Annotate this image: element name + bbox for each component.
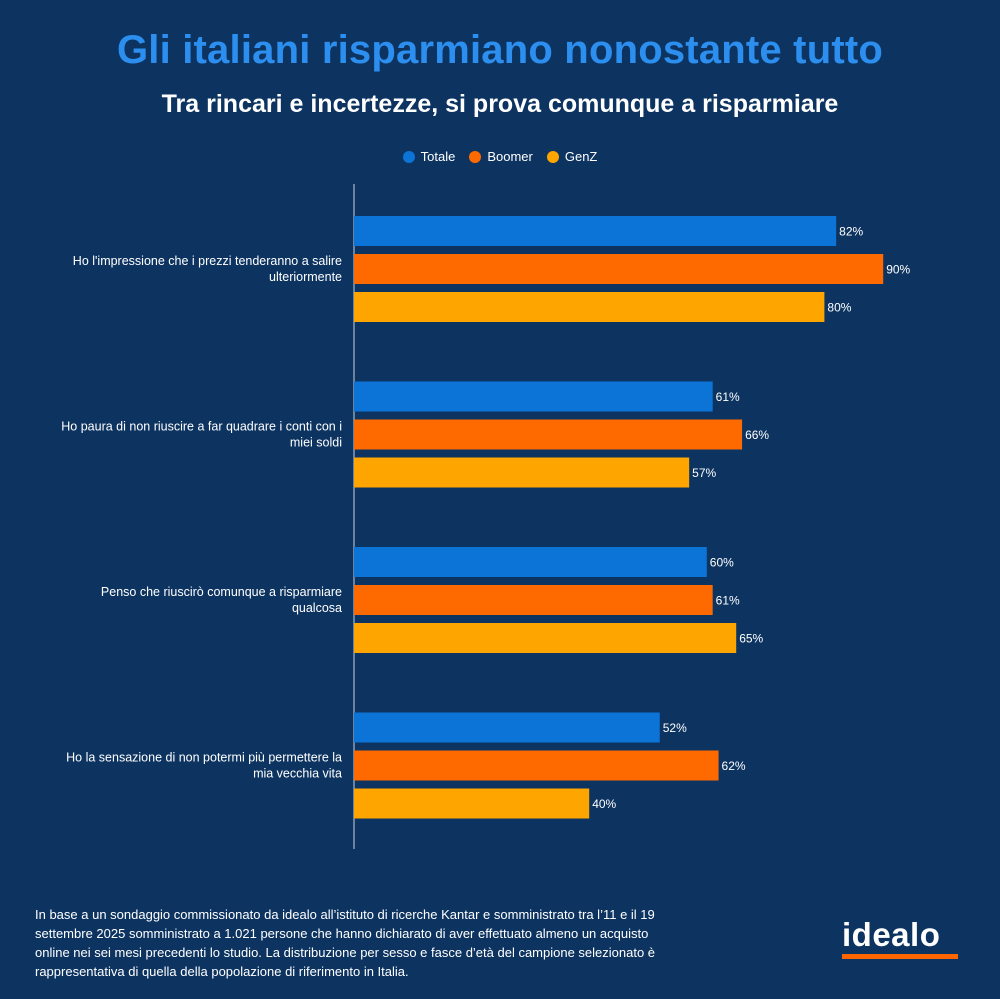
category-label-1-line-1: miei soldi <box>290 436 342 450</box>
data-label-genz-2: 65% <box>739 632 763 646</box>
category-label-1-line-0: Ho paura di non riuscire a far quadrare … <box>61 420 342 434</box>
category-label-3-line-0: Ho la sensazione di non potermi più perm… <box>66 751 342 765</box>
data-label-totale-1: 61% <box>716 390 740 404</box>
data-label-genz-0: 80% <box>827 301 851 315</box>
bar-totale-1 <box>354 381 713 412</box>
data-label-totale-3: 52% <box>663 721 687 735</box>
idealo-logo: idealo <box>842 918 960 959</box>
bar-boomer-1 <box>354 419 743 450</box>
bar-genz-2 <box>354 623 737 653</box>
data-label-totale-2: 60% <box>710 556 734 570</box>
category-label-0: Ho l'impressione che i prezzi tenderanno… <box>73 254 342 284</box>
data-label-boomer-3: 62% <box>722 759 746 773</box>
legend-label-totale: Totale <box>420 149 456 164</box>
data-label-boomer-2: 61% <box>716 594 740 608</box>
data-label-boomer-1: 66% <box>745 428 769 442</box>
category-label-2-line-0: Penso che riuscirò comunque a risparmiar… <box>101 585 342 599</box>
bar-boomer-2 <box>354 585 713 615</box>
data-label-boomer-0: 90% <box>886 263 910 277</box>
category-label-2: Penso che riuscirò comunque a risparmiar… <box>101 585 342 615</box>
bar-boomer-3 <box>354 750 719 781</box>
legend-item-genz: GenZ <box>546 149 598 164</box>
legend: Totale Boomer GenZ <box>0 149 1000 164</box>
data-label-totale-0: 82% <box>839 225 863 239</box>
chart-title: Gli italiani risparmiano nonostante tutt… <box>116 28 884 72</box>
data-label-genz-1: 57% <box>692 466 716 480</box>
legend-item-totale: Totale <box>402 149 456 164</box>
category-label-0-line-0: Ho l'impressione che i prezzi tenderanno… <box>73 254 342 268</box>
legend-dot-totale <box>402 150 415 163</box>
legend-item-boomer: Boomer <box>469 149 533 164</box>
category-label-3: Ho la sensazione di non potermi più perm… <box>66 751 342 781</box>
legend-dot-boomer <box>469 150 482 163</box>
category-label-1: Ho paura di non riuscire a far quadrare … <box>61 420 342 450</box>
logo-underline <box>842 954 958 959</box>
category-label-2-line-1: qualcosa <box>292 601 342 615</box>
bar-totale-0 <box>354 216 837 246</box>
data-label-genz-3: 40% <box>592 797 616 811</box>
bar-chart: Ho l'impressione che i prezzi tenderanno… <box>61 184 911 849</box>
bar-genz-1 <box>354 457 690 488</box>
legend-label-genz: GenZ <box>564 149 598 164</box>
category-label-3-line-1: mia vecchia vita <box>253 767 342 781</box>
footnote: In base a un sondaggio commissionato da … <box>35 907 656 979</box>
category-label-0-line-1: ulteriormente <box>269 270 342 284</box>
bar-totale-2 <box>354 547 707 577</box>
bar-totale-3 <box>354 712 660 743</box>
logo-text: idealo <box>842 916 941 953</box>
bar-boomer-0 <box>354 254 884 284</box>
bar-genz-0 <box>354 292 825 322</box>
chart-subtitle: Tra rincari e incertezze, si prova comun… <box>161 90 839 118</box>
bar-genz-3 <box>354 788 590 819</box>
legend-label-boomer: Boomer <box>487 149 533 164</box>
legend-dot-genz <box>546 150 559 163</box>
